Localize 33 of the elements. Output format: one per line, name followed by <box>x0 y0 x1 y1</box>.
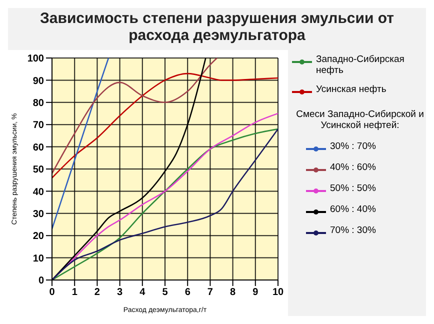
x-tick-label: 4 <box>140 287 146 298</box>
legend-label: 70% : 30% <box>330 225 376 236</box>
y-tick-label: 60 <box>32 142 44 154</box>
legend-label: 60% : 40% <box>330 204 376 215</box>
x-tick-label: 5 <box>162 287 168 298</box>
y-tick-label: 50 <box>32 164 44 176</box>
legend-label: Западно-Сибирская нефть <box>316 54 406 76</box>
x-tick-label: 3 <box>117 287 124 298</box>
x-tick-label: 10 <box>272 287 284 298</box>
x-tick-label: 9 <box>252 287 259 298</box>
x-tick-label: 8 <box>230 287 236 298</box>
y-tick-label: 20 <box>32 231 44 242</box>
chart-title: Зависимость степени разрушения эмульсии от расхода деэмульгатора <box>38 10 396 44</box>
x-tick-label: 6 <box>184 287 191 298</box>
legend-label: 30% : 70% <box>330 141 376 152</box>
y-tick-label: 80 <box>32 98 44 109</box>
y-tick-label: 0 <box>38 276 44 287</box>
x-tick-label: 1 <box>72 287 78 298</box>
legend-label: Усинская нефть <box>316 84 386 95</box>
line-series <box>52 58 218 174</box>
y-tick-label: 30 <box>32 208 44 220</box>
y-tick-label: 10 <box>32 253 44 264</box>
x-tick-label: 0 <box>49 287 56 298</box>
line-series <box>52 58 110 230</box>
y-tick-label: 40 <box>32 186 44 198</box>
legend-label: 40% : 60% <box>330 162 376 173</box>
x-tick-label: 7 <box>207 287 214 298</box>
y-tick-label: 100 <box>27 54 44 65</box>
legend-title: Смеси Западно-Сибирской и Усинской нефтей: <box>295 109 425 131</box>
x-tick-label: 2 <box>94 287 100 298</box>
legend-label: 50% : 50% <box>330 183 376 194</box>
y-tick-label: 90 <box>32 76 44 87</box>
y-tick-label: 70 <box>32 120 44 132</box>
